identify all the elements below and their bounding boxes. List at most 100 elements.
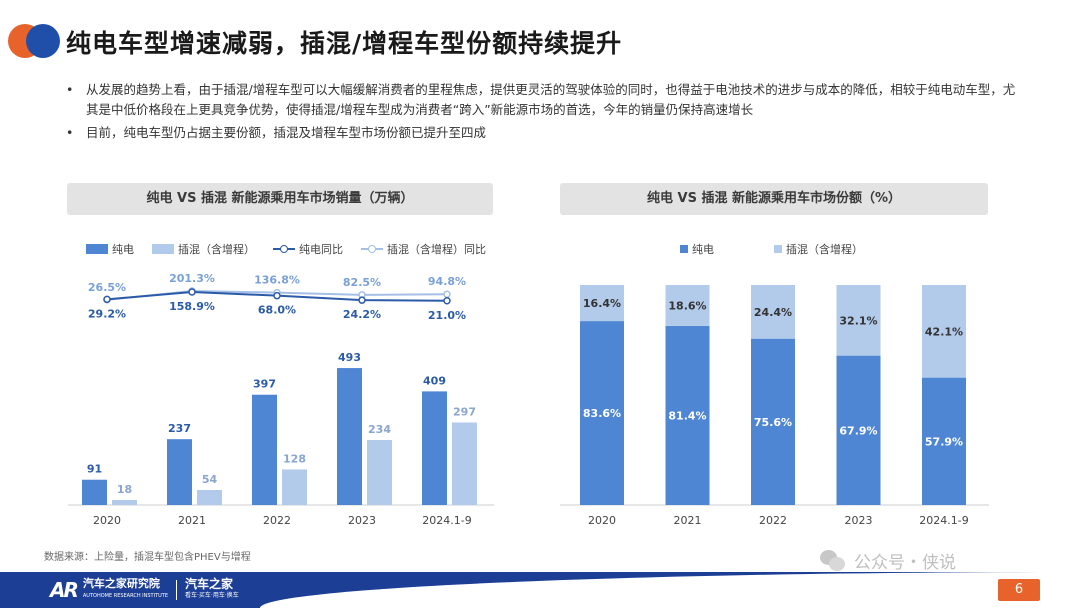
bar-phev bbox=[112, 500, 137, 505]
page-title: 纯电车型增速减弱，插混/增程车型份额持续提升 bbox=[66, 29, 623, 58]
bar-bev bbox=[252, 394, 277, 505]
right-chart: 83.6% 16.4% 2020 81.4% 18.6% 2021 75.6% 24.4% 20… bbox=[560, 285, 989, 527]
bar-bev bbox=[82, 479, 107, 505]
bev-yoy-label: 68.0% bbox=[258, 304, 296, 317]
data-label-bev: 75.6% bbox=[754, 416, 792, 429]
bar-phev bbox=[836, 285, 881, 356]
bullet-list: • 从发展的趋势上看，由于插混/增程车型可以大幅缓解消费者的里程焦虑，提供更灵活… bbox=[66, 80, 1026, 146]
data-label-bev: 409 bbox=[423, 374, 446, 387]
bev-yoy-label: 21.0% bbox=[428, 309, 466, 322]
legend-label: 插混（含增程） bbox=[786, 243, 863, 256]
footer-brand: AR 汽车之家研究院 AUTOHOME RESEARCH INSTITUTE 汽… bbox=[50, 577, 239, 603]
partner-subtitle: 看车·买车·用车·换车 bbox=[185, 592, 239, 599]
bar-bev bbox=[167, 439, 192, 505]
data-label-phev: 18.6% bbox=[668, 299, 706, 312]
x-tick-label: 2021 bbox=[178, 514, 206, 527]
wechat-icon bbox=[820, 549, 846, 572]
bar-phev bbox=[452, 422, 477, 505]
data-label-bev: 81.4% bbox=[668, 409, 706, 422]
bar-phev bbox=[282, 469, 307, 505]
legend-label: 纯电 bbox=[692, 243, 714, 256]
data-label-bev: 493 bbox=[338, 351, 361, 364]
bar-phev bbox=[197, 490, 222, 505]
bev-yoy-point bbox=[358, 296, 366, 304]
x-tick-label: 2023 bbox=[845, 514, 873, 527]
legend-item-phev-yoy: 插混（含增程）同比 bbox=[361, 241, 486, 257]
data-label-bev: 91 bbox=[87, 463, 102, 476]
brand-name: 汽车之家研究院 bbox=[82, 577, 160, 590]
brand-subtitle: AUTOHOME RESEARCH INSTITUTE bbox=[82, 593, 169, 599]
x-tick-label: 2024.1-9 bbox=[422, 514, 471, 527]
data-label-bev: 237 bbox=[168, 422, 191, 435]
x-tick-label: 2020 bbox=[588, 514, 616, 527]
phev-yoy-point bbox=[443, 290, 451, 298]
x-tick-label: 2023 bbox=[348, 514, 376, 527]
left-legend: 纯电 插混（含增程） 纯电同比 插混（含增程）同比 bbox=[86, 241, 504, 257]
bar-bev bbox=[922, 377, 966, 505]
legend-label: 插混（含增程） bbox=[178, 243, 255, 256]
data-label-bev: 397 bbox=[253, 378, 276, 391]
partner-name: 汽车之家 bbox=[185, 577, 234, 591]
bullet-item: • 目前，纯电车型仍占据主要份额，插混及增程车型市场份额已提升至四成 bbox=[66, 123, 1026, 143]
right-chart-header: 纯电 VS 插混 新能源乘用车市场份额（%） bbox=[560, 183, 988, 215]
footer-bar: AR 汽车之家研究院 AUTOHOME RESEARCH INSTITUTE 汽… bbox=[0, 572, 1080, 608]
data-label-bev: 83.6% bbox=[583, 407, 621, 420]
data-label-bev: 57.9% bbox=[925, 435, 963, 448]
right-legend: 纯电 插混（含增程） bbox=[680, 241, 881, 257]
bar-bev bbox=[665, 325, 710, 505]
data-label-phev: 16.4% bbox=[583, 297, 621, 310]
bullet-item: • 从发展的趋势上看，由于插混/增程车型可以大幅缓解消费者的里程焦虑，提供更灵活… bbox=[66, 80, 1026, 120]
data-label-phev: 54 bbox=[202, 473, 218, 486]
wechat-watermark: 公众号・侠说 bbox=[820, 548, 956, 573]
bullet-text: 从发展的趋势上看，由于插混/增程车型可以大幅缓解消费者的里程焦虑，提供更灵活的驾… bbox=[86, 82, 1016, 117]
data-source-note: 数据来源：上险量，插混车型包含PHEV与增程 bbox=[44, 552, 251, 563]
legend-label: 插混（含增程）同比 bbox=[387, 243, 486, 256]
bar-bev bbox=[422, 391, 447, 505]
legend-item-phev: 插混（含增程） bbox=[152, 241, 255, 257]
x-tick-label: 2022 bbox=[759, 514, 787, 527]
bullet-marker: • bbox=[66, 125, 74, 140]
bev-yoy-label: 29.2% bbox=[88, 307, 126, 320]
bar-bev bbox=[337, 368, 362, 505]
phev-yoy-label: 82.5% bbox=[343, 276, 381, 289]
bev-yoy-point bbox=[188, 288, 196, 296]
bar-bev bbox=[751, 338, 795, 505]
data-label-phev: 24.4% bbox=[754, 306, 792, 319]
phev-yoy-label: 94.8% bbox=[428, 275, 466, 288]
data-label-phev: 128 bbox=[283, 452, 306, 465]
bar-phev bbox=[367, 440, 392, 505]
data-label-bev: 67.9% bbox=[839, 424, 877, 437]
legend-item-phev: 插混（含增程） bbox=[774, 241, 863, 257]
bev-yoy-label: 24.2% bbox=[343, 308, 381, 321]
bar-phev bbox=[922, 285, 966, 378]
bullet-marker: • bbox=[66, 82, 74, 97]
page-number: 6 bbox=[998, 579, 1040, 601]
bar-bev bbox=[836, 355, 881, 505]
brand-logo-icon: AR bbox=[50, 578, 79, 602]
x-tick-label: 2020 bbox=[93, 514, 121, 527]
bev-yoy-point bbox=[273, 291, 281, 300]
phev-yoy-label: 26.5% bbox=[88, 281, 126, 294]
legend-item-bev: 纯电 bbox=[86, 241, 134, 257]
bullet-text: 目前，纯电车型仍占据主要份额，插混及增程车型市场份额已提升至四成 bbox=[86, 125, 487, 140]
bev-yoy-label: 158.9% bbox=[169, 300, 215, 313]
bev-yoy-point bbox=[103, 295, 111, 304]
phev-yoy-label: 136.8% bbox=[254, 274, 300, 287]
legend-line-phev-yoy bbox=[361, 244, 383, 254]
bar-bev bbox=[580, 321, 624, 505]
legend-line-bev-yoy bbox=[273, 244, 295, 254]
legend-label: 纯电同比 bbox=[299, 243, 343, 256]
legend-swatch-phev bbox=[774, 245, 782, 253]
legend-swatch-bev bbox=[86, 244, 108, 254]
left-chart: 91 18 2020 237 54 2021 397 128 2022 493 234 2023 409… bbox=[68, 272, 494, 527]
x-tick-label: 2022 bbox=[263, 514, 291, 527]
legend-label: 纯电 bbox=[112, 243, 134, 256]
watermark-text: 公众号・侠说 bbox=[854, 553, 956, 573]
x-tick-label: 2024.1-9 bbox=[919, 514, 968, 527]
data-label-phev: 32.1% bbox=[839, 314, 877, 327]
data-label-phev: 18 bbox=[117, 483, 132, 496]
legend-swatch-phev bbox=[152, 244, 174, 254]
left-chart-header: 纯电 VS 插混 新能源乘用车市场销量（万辆） bbox=[67, 183, 493, 215]
data-label-phev: 297 bbox=[453, 406, 476, 419]
bar-phev bbox=[665, 285, 710, 326]
